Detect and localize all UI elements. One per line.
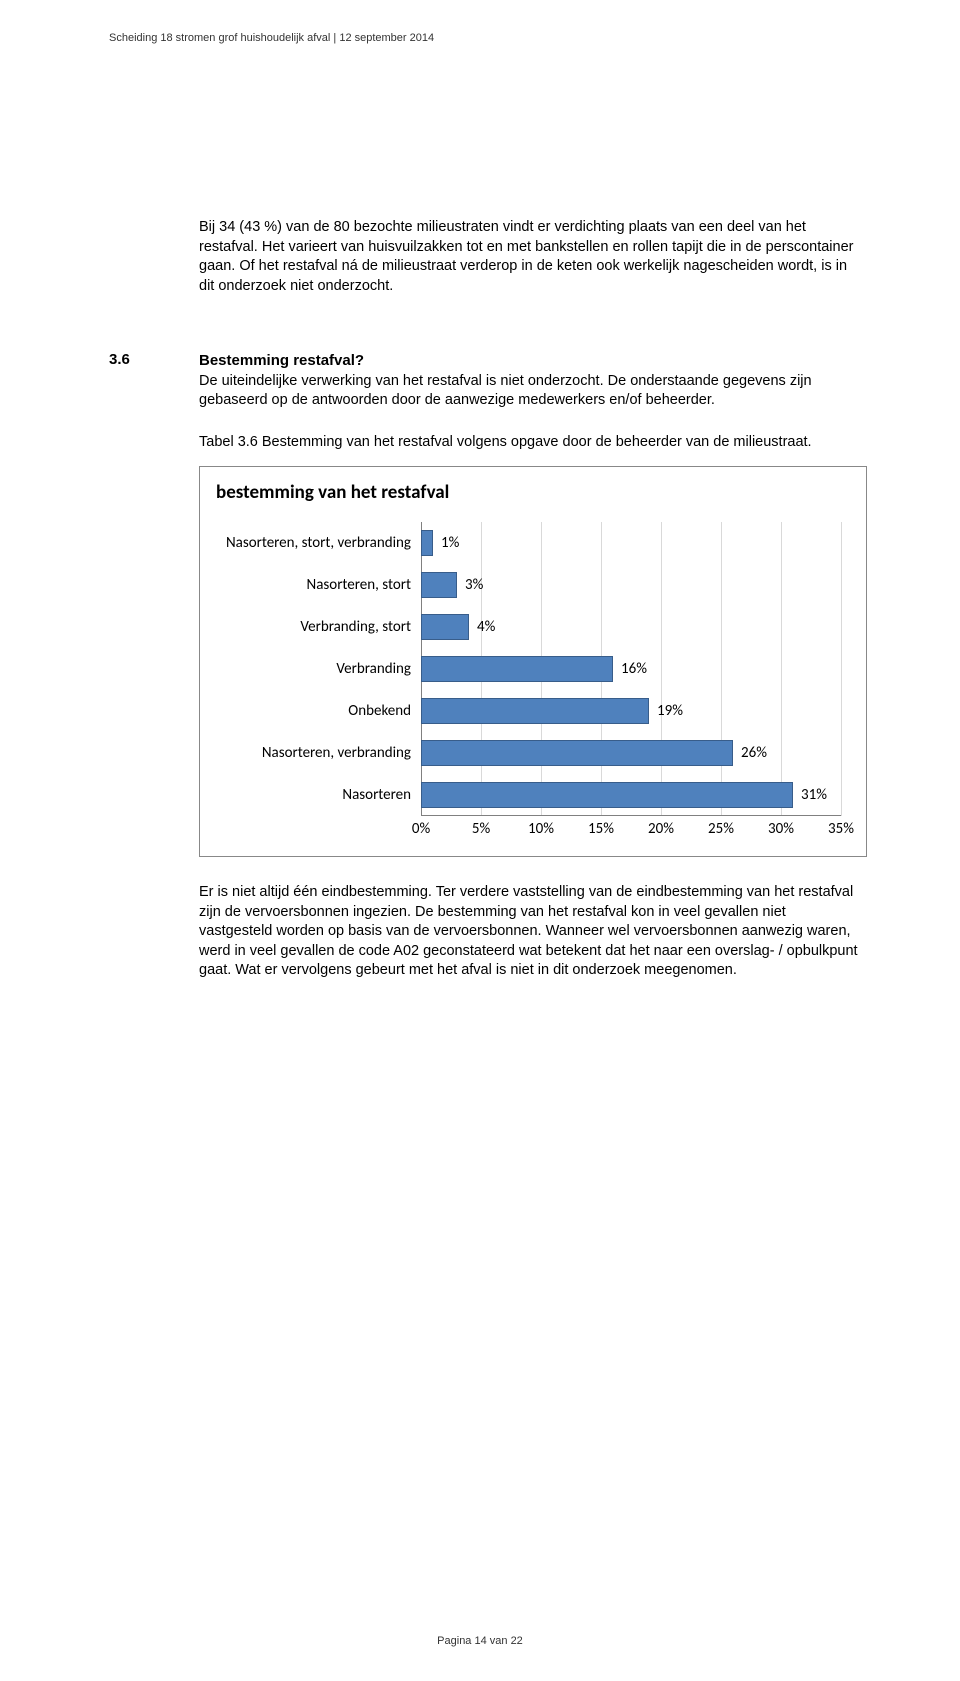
chart-bar-row: 4% xyxy=(421,606,850,648)
chart-bar-row: 3% xyxy=(421,564,850,606)
section-text: De uiteindelijke verwerking van het rest… xyxy=(199,373,812,409)
chart-y-label: Verbranding xyxy=(216,648,421,690)
chart-x-tick: 10% xyxy=(528,820,554,838)
chart-bar xyxy=(421,782,793,808)
chart-x-tick: 35% xyxy=(828,820,854,838)
table-caption: Tabel 3.6 Bestemming van het restafval v… xyxy=(199,433,859,453)
page-content: Bij 34 (43 %) van de 80 bezochte milieus… xyxy=(109,218,861,981)
chart-y-label: Nasorteren xyxy=(216,774,421,816)
chart-bar-label: 31% xyxy=(801,786,827,804)
chart-y-labels: Nasorteren, stort, verbrandingNasorteren… xyxy=(216,522,421,816)
chart-bar-label: 16% xyxy=(621,660,647,678)
chart-bar-label: 1% xyxy=(441,534,459,552)
chart-bar-row: 31% xyxy=(421,774,850,816)
chart-x-tick: 15% xyxy=(588,820,614,838)
chart-x-tick: 20% xyxy=(648,820,674,838)
chart-bar-label: 19% xyxy=(657,702,683,720)
chart-x-tick: 30% xyxy=(768,820,794,838)
chart-bar-row: 19% xyxy=(421,690,850,732)
chart-x-tick: 0% xyxy=(412,820,430,838)
chart-bar xyxy=(421,530,433,556)
chart-bar-row: 26% xyxy=(421,732,850,774)
chart-y-label: Verbranding, stort xyxy=(216,606,421,648)
section-title: Bestemming restafval? xyxy=(199,352,364,369)
page-header: Scheiding 18 stromen grof huishoudelijk … xyxy=(109,32,434,44)
chart-bar xyxy=(421,740,733,766)
chart-bar xyxy=(421,698,649,724)
chart-bar-row: 16% xyxy=(421,648,850,690)
chart-y-label: Nasorteren, verbranding xyxy=(216,732,421,774)
section-3-6: 3.6 Bestemming restafval? De uiteindelij… xyxy=(109,351,861,410)
chart-x-tick: 25% xyxy=(708,820,734,838)
chart-bar-label: 26% xyxy=(741,744,767,762)
chart-bar-label: 4% xyxy=(477,618,495,636)
chart-bar-label: 3% xyxy=(465,576,483,594)
chart-y-label: Nasorteren, stort, verbranding xyxy=(216,522,421,564)
section-number: 3.6 xyxy=(109,351,199,410)
intro-paragraph: Bij 34 (43 %) van de 80 bezochte milieus… xyxy=(199,218,859,296)
page-footer: Pagina 14 van 22 xyxy=(0,1635,960,1647)
chart-x-ticks: 0%5%10%15%20%25%30%35% xyxy=(421,820,850,838)
chart-bar xyxy=(421,614,469,640)
chart-bar xyxy=(421,656,613,682)
chart-area: Nasorteren, stort, verbrandingNasorteren… xyxy=(216,522,850,816)
chart-bar-row: 1% xyxy=(421,522,850,564)
chart-y-label: Onbekend xyxy=(216,690,421,732)
chart-title: bestemming van het restafval xyxy=(216,481,850,504)
chart-container: bestemming van het restafval Nasorteren,… xyxy=(199,466,867,857)
chart-bar xyxy=(421,572,457,598)
chart-y-label: Nasorteren, stort xyxy=(216,564,421,606)
chart-x-tick: 5% xyxy=(472,820,490,838)
chart-plot: 1% 3% 4% 16% 19% 26% 31% xyxy=(421,522,850,816)
post-paragraph: Er is niet altijd één eindbestemming. Te… xyxy=(199,883,859,981)
